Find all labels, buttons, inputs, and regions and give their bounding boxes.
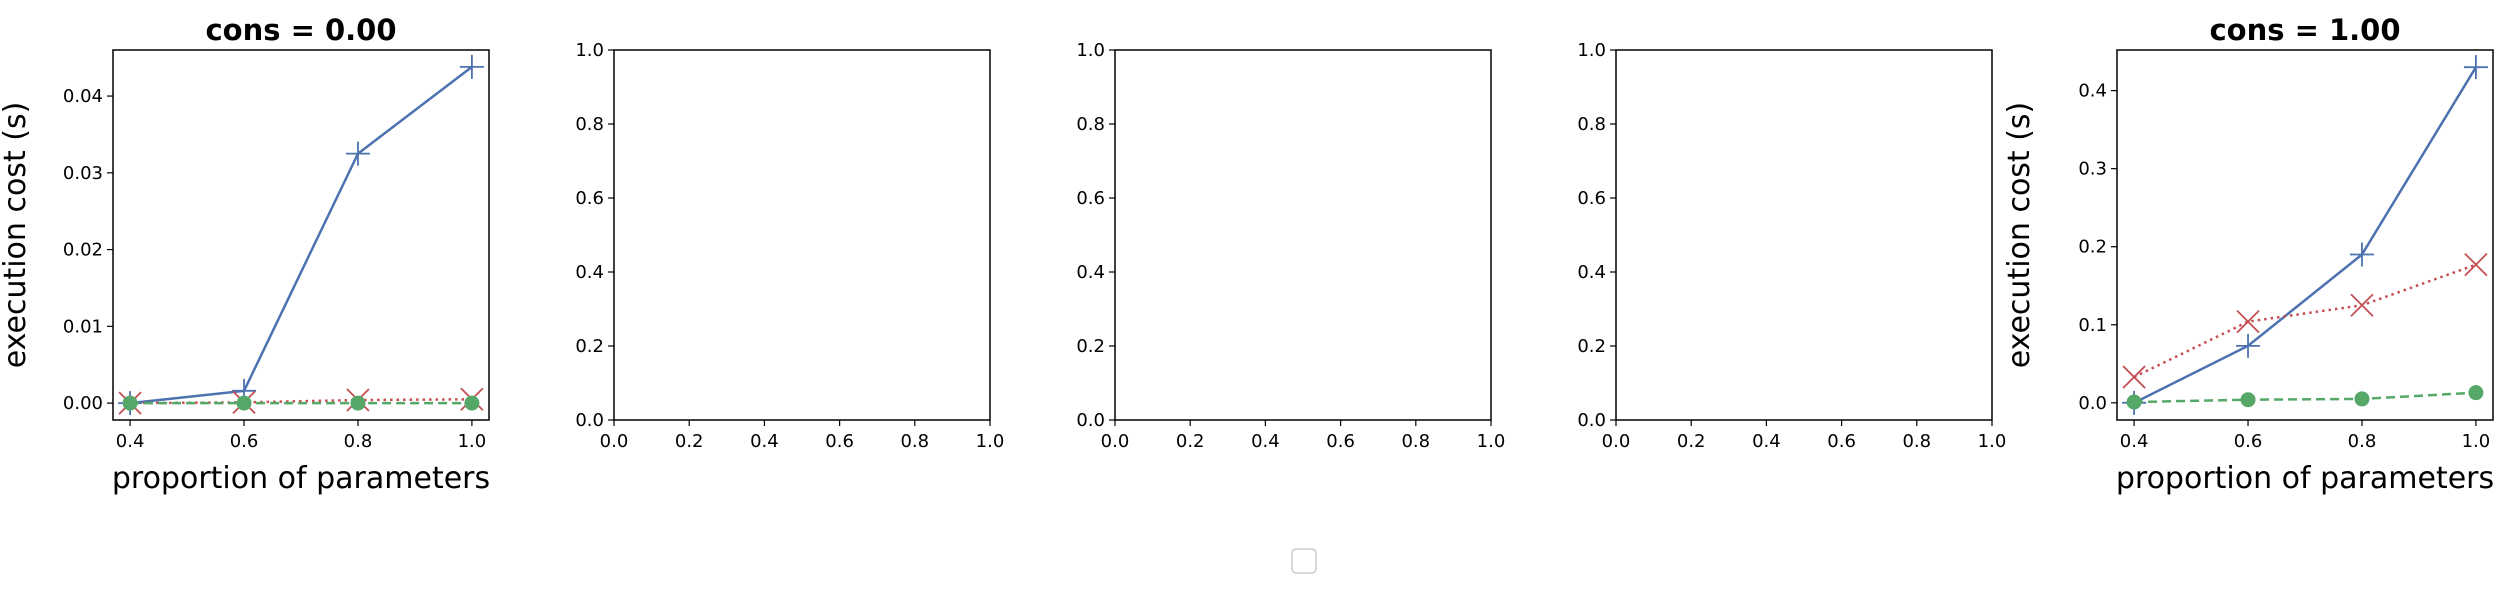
axes-frame: [2116, 49, 2494, 421]
y-tick-label: 0.2: [2078, 237, 2107, 258]
y-tick-label: 0.03: [63, 163, 103, 184]
y-tick-label: 0.4: [575, 262, 604, 283]
y-tick-label: 0.6: [575, 188, 604, 209]
x-axis-label: proportion of parameters: [2116, 461, 2494, 496]
x-tick-label: 0.4: [1251, 431, 1280, 452]
axes-frame: [1114, 49, 1492, 421]
x-axis-label: proportion of parameters: [112, 461, 490, 496]
y-tick-label: 1.0: [575, 40, 604, 61]
y-tick-label: 0.0: [575, 410, 604, 431]
series-blue-line: [129, 65, 473, 405]
y-tick-label: 0.0: [1076, 410, 1105, 431]
y-tick-label: 0.0: [1577, 410, 1606, 431]
y-tick-label: 0.01: [63, 316, 103, 337]
y-tick-label: 0.2: [1076, 336, 1105, 357]
y-tick-label: 0.8: [575, 114, 604, 135]
series-blue-point: [2236, 333, 2261, 358]
x-tick-label: 0.8: [1401, 431, 1430, 452]
y-tick-label: 0.8: [1076, 114, 1105, 135]
series-blue-line: [2133, 66, 2477, 404]
x-tick-label: 0.4: [116, 431, 145, 452]
series-blue-point: [345, 141, 370, 166]
x-tick-label: 1.0: [2462, 431, 2491, 452]
x-tick-label: 1.0: [976, 431, 1005, 452]
y-tick-label: 0.4: [1076, 262, 1105, 283]
axes-frame: [1615, 49, 1993, 421]
series-green-point: [2468, 385, 2484, 401]
y-tick-label: 0.2: [575, 336, 604, 357]
y-tick-label: 0.00: [63, 393, 103, 414]
y-axis-label: execution cost (s): [2002, 102, 2037, 369]
x-tick-label: 1.0: [458, 431, 487, 452]
x-tick-label: 0.2: [1176, 431, 1205, 452]
series-red-point: [2122, 365, 2146, 389]
x-tick-label: 0.4: [750, 431, 779, 452]
series-red-line: [130, 398, 472, 405]
y-axis-label: execution cost (s): [0, 102, 33, 369]
x-tick-label: 0.4: [2120, 431, 2149, 452]
series-blue-point: [2349, 242, 2374, 267]
series-green-point: [2354, 391, 2370, 407]
x-tick-label: 0.0: [1602, 431, 1631, 452]
x-tick-label: 0.6: [230, 431, 259, 452]
x-tick-label: 1.0: [1477, 431, 1506, 452]
y-tick-label: 0.8: [1577, 114, 1606, 135]
x-tick-label: 0.8: [1902, 431, 1931, 452]
x-tick-label: 0.6: [1827, 431, 1856, 452]
x-tick-label: 0.0: [600, 431, 629, 452]
y-tick-label: 0.02: [63, 240, 103, 261]
series-blue-point: [2463, 55, 2488, 80]
y-tick-label: 0.3: [2078, 159, 2107, 180]
legend-box: [1291, 548, 1317, 574]
x-tick-label: 0.2: [675, 431, 704, 452]
x-tick-label: 0.8: [2348, 431, 2377, 452]
x-tick-label: 0.0: [1101, 431, 1130, 452]
y-tick-label: 0.6: [1577, 188, 1606, 209]
x-tick-label: 0.8: [344, 431, 373, 452]
y-tick-label: 0.1: [2078, 315, 2107, 336]
series-green-point: [350, 395, 366, 411]
y-tick-label: 0.04: [63, 86, 103, 107]
y-tick-label: 1.0: [1076, 40, 1105, 61]
axes-frame: [112, 49, 490, 421]
subplot-2: 0.0 0.2 0.4 0.6 0.8 1.0 0.0 0.2 0.4 0.6 0.8 1.0: [575, 40, 1004, 452]
x-tick-label: 0.6: [825, 431, 854, 452]
series-red-point: [2236, 310, 2260, 334]
x-tick-label: 0.4: [1752, 431, 1781, 452]
chart-title: cons = 0.00: [205, 13, 396, 47]
series-green-line: [2134, 391, 2476, 404]
x-tick-label: 1.0: [1978, 431, 2007, 452]
series-green-point: [236, 395, 252, 411]
x-tick-label: 0.6: [2234, 431, 2263, 452]
x-tick-label: 0.6: [1326, 431, 1355, 452]
series-green-point: [122, 395, 138, 411]
series-green-point: [2240, 392, 2256, 408]
y-tick-label: 0.4: [1577, 262, 1606, 283]
x-tick-label: 0.8: [900, 431, 929, 452]
axes-frame: [613, 49, 991, 421]
series-red-point: [2464, 253, 2488, 277]
subplot-5: 0.4 0.6 0.8 1.0 0.0 0.1 0.2 0.3 0.4 cons = 1.00 pr…: [2002, 13, 2494, 496]
y-tick-label: 0.4: [2078, 81, 2107, 102]
series-blue-point: [459, 54, 484, 79]
series-red-line: [2133, 263, 2477, 379]
chart-title: cons = 1.00: [2209, 13, 2400, 47]
subplot-1: 0.4 0.6 0.8 1.0 0.00 0.01 0.02 0.03 0.04 cons = 0…: [0, 13, 490, 496]
y-tick-label: 0.0: [2078, 393, 2107, 414]
y-tick-label: 0.2: [1577, 336, 1606, 357]
y-tick-label: 1.0: [1577, 40, 1606, 61]
subplot-3: 0.0 0.2 0.4 0.6 0.8 1.0 0.0 0.2 0.4 0.6 0.8 1.0: [1076, 40, 1505, 452]
series-green-point: [2126, 394, 2142, 410]
x-tick-label: 0.2: [1677, 431, 1706, 452]
series-green-point: [464, 395, 480, 411]
series-red-point: [2350, 293, 2374, 317]
subplot-4: 0.0 0.2 0.4 0.6 0.8 1.0 0.0 0.2 0.4 0.6 0.8 1.0: [1577, 40, 2006, 452]
y-tick-label: 0.6: [1076, 188, 1105, 209]
